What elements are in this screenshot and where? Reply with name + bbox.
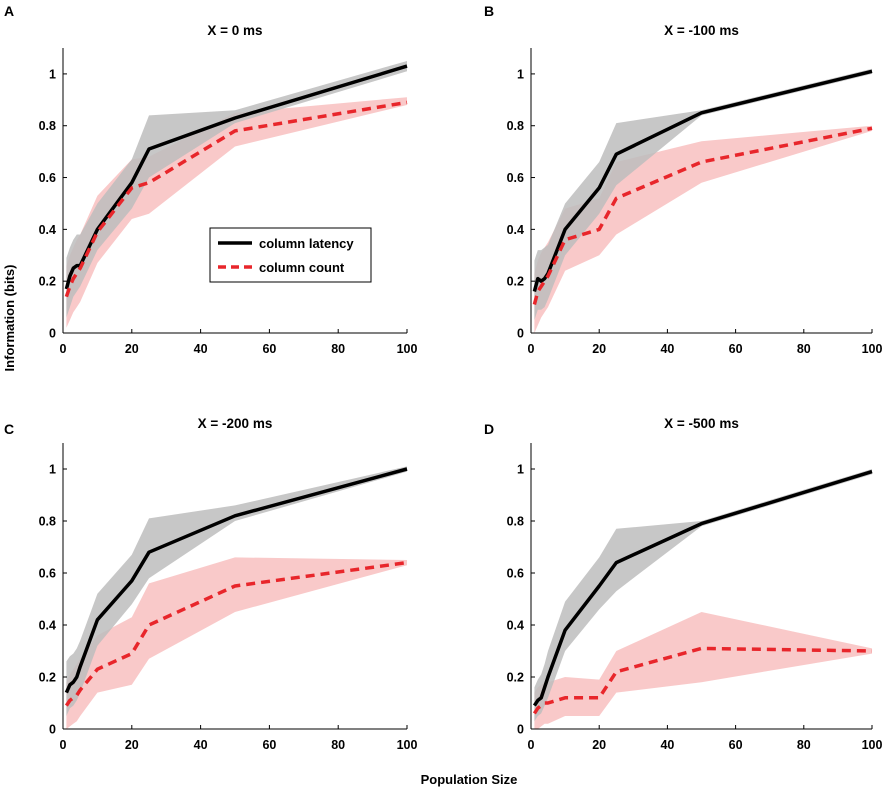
y-tick-label: 0.8: [507, 119, 524, 133]
x-tick-label: 0: [60, 342, 67, 356]
count-confidence-band: [66, 557, 408, 729]
count-confidence-band: [66, 97, 408, 328]
latency-confidence-band: [66, 61, 408, 318]
x-tick-label: 40: [194, 738, 208, 752]
y-tick-label: 0.2: [39, 671, 56, 685]
x-tick-label: 0: [528, 738, 535, 752]
panel-title: X = -500 ms: [664, 416, 739, 431]
x-tick-label: 100: [397, 342, 418, 356]
x-tick-label: 80: [797, 738, 811, 752]
panel-title: X = -100 ms: [664, 23, 739, 38]
y-tick-label: 0.4: [39, 223, 56, 237]
x-tick-label: 60: [262, 738, 276, 752]
y-tick-label: 0: [517, 723, 524, 737]
panel-c: C X = -200 ms 0 20 40 60 80 100 0 0.2 0.4 0.6 0.8 1: [4, 416, 417, 752]
legend-label-count: column count: [259, 260, 345, 275]
x-axis-label: Population Size: [421, 772, 518, 787]
x-tick-label: 100: [397, 738, 418, 752]
x-tick-label: 0: [60, 738, 67, 752]
x-tick-label: 40: [194, 342, 208, 356]
panel-letter: D: [484, 421, 494, 437]
x-tick-label: 60: [729, 738, 743, 752]
y-tick-label: 0.8: [39, 515, 56, 529]
latency-series-line: [64, 64, 408, 290]
count-series-line: [64, 560, 408, 707]
latency-series-line: [64, 467, 408, 694]
y-tick-label: 0.6: [507, 567, 524, 581]
x-tick-label: 80: [797, 342, 811, 356]
x-tick-label: 20: [125, 738, 139, 752]
y-tick-label: 1: [517, 67, 524, 81]
latency-confidence-band: [534, 469, 872, 722]
x-tick-label: 40: [660, 738, 674, 752]
x-tick-label: 40: [660, 342, 674, 356]
x-tick-label: 80: [331, 342, 345, 356]
panel-a: A X = 0 ms 0 20 40 60 80 100 0 0.2 0.4 0.6 0.8 1: [4, 3, 417, 356]
x-tick-label: 20: [125, 342, 139, 356]
x-tick-label: 80: [331, 738, 345, 752]
latency-confidence-band: [534, 68, 872, 320]
y-tick-label: 0: [49, 723, 56, 737]
y-tick-label: 1: [49, 463, 56, 477]
y-tick-label: 0.2: [507, 671, 524, 685]
x-tick-label: 100: [862, 342, 883, 356]
count-series-line: [532, 646, 873, 715]
latency-series-line: [532, 469, 873, 707]
y-tick-label: 0.2: [507, 275, 524, 289]
y-tick-label: 0.8: [507, 515, 524, 529]
count-series-line: [64, 100, 408, 298]
panel-b: B X = -100 ms 0 20 40 60 80 100 0 0.2 0.4 0.6 0.8 1: [484, 3, 882, 356]
y-tick-label: 0: [517, 327, 524, 341]
panel-letter: B: [484, 3, 494, 19]
y-tick-label: 0.6: [39, 567, 56, 581]
y-tick-label: 0.2: [39, 275, 56, 289]
legend: column latency column count: [209, 227, 372, 283]
y-tick-label: 1: [49, 67, 56, 81]
y-tick-label: 0.4: [507, 619, 524, 633]
panel-title: X = 0 ms: [207, 23, 262, 38]
y-tick-label: 0.4: [507, 223, 524, 237]
y-axis-label: Information (bits): [2, 265, 17, 372]
panel-letter: C: [4, 421, 14, 437]
count-confidence-band: [534, 612, 872, 729]
y-tick-label: 0.8: [39, 119, 56, 133]
panel-title: X = -200 ms: [198, 416, 273, 431]
x-tick-label: 20: [592, 342, 606, 356]
x-tick-label: 100: [862, 738, 883, 752]
panel-letter: A: [4, 3, 14, 19]
legend-box: [209, 227, 372, 283]
latency-confidence-band: [66, 466, 408, 716]
x-tick-label: 60: [729, 342, 743, 356]
x-tick-label: 0: [528, 342, 535, 356]
y-tick-label: 0.6: [39, 171, 56, 185]
y-tick-label: 0.4: [39, 619, 56, 633]
y-tick-label: 0: [49, 327, 56, 341]
count-series-line: [532, 126, 873, 305]
x-tick-label: 60: [262, 342, 276, 356]
x-tick-label: 20: [592, 738, 606, 752]
latency-series-line: [532, 69, 873, 292]
legend-label-latency: column latency: [259, 236, 354, 251]
y-tick-label: 1: [517, 463, 524, 477]
panel-d: D X = -500 ms 0 20 40 60 80 100 0 0.2 0.4 0.6 0.8 1: [484, 416, 882, 752]
y-tick-label: 0.6: [507, 171, 524, 185]
